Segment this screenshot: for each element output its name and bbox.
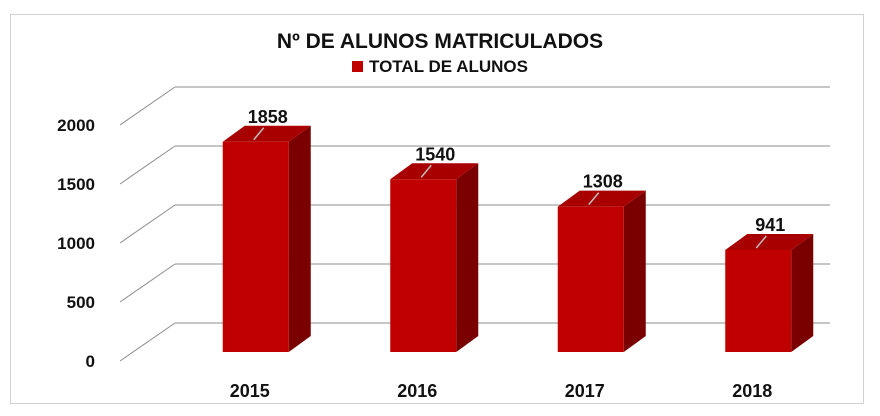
data-label-leader xyxy=(253,127,265,141)
bar-side xyxy=(456,163,479,352)
y-tick-label: 2000 xyxy=(57,116,95,135)
x-tick-label: 2015 xyxy=(230,381,270,401)
data-label: 1308 xyxy=(583,172,623,192)
y-tick-label: 500 xyxy=(67,293,95,312)
data-label-leader xyxy=(420,164,432,178)
data-label: 1540 xyxy=(415,144,455,164)
data-label: 941 xyxy=(755,215,785,235)
gridline-diagonal xyxy=(119,145,176,185)
bar-top xyxy=(390,163,479,180)
legend-swatch xyxy=(352,61,363,72)
y-tick-label: 1000 xyxy=(57,234,95,253)
data-label: 1858 xyxy=(248,107,288,127)
y-axis: 0 500 1000 1500 2000 xyxy=(57,116,95,371)
bar-2015: 1858 xyxy=(222,107,311,352)
gridline-diagonal xyxy=(119,86,176,126)
bar-side xyxy=(623,190,646,352)
x-tick-label: 2017 xyxy=(565,381,605,401)
bar-side xyxy=(791,233,814,352)
chart-title: Nº DE ALUNOS MATRICULADOS xyxy=(276,30,604,53)
data-label-leader xyxy=(755,235,767,249)
legend-label: TOTAL DE ALUNOS xyxy=(369,57,528,76)
bar-2017: 1308 xyxy=(557,172,646,352)
data-label-leader xyxy=(588,192,600,206)
bar xyxy=(222,141,289,352)
bar-2016: 1540 xyxy=(390,144,479,352)
gridline-diagonal xyxy=(119,322,176,362)
bars: 1858 1540 1308 941 xyxy=(222,107,814,352)
legend: TOTAL DE ALUNOS xyxy=(0,57,880,77)
y-tick-label: 0 xyxy=(86,352,95,371)
bar xyxy=(390,179,457,352)
gridline-diagonal xyxy=(119,204,176,244)
x-axis: 2015 2016 2017 2018 xyxy=(230,381,773,401)
x-tick-label: 2018 xyxy=(732,381,772,401)
x-tick-label: 2016 xyxy=(397,381,437,401)
bar-side xyxy=(288,125,311,352)
bar xyxy=(725,249,792,352)
bar-2018: 941 xyxy=(725,215,814,352)
bar-top xyxy=(557,190,646,207)
y-tick-label: 1500 xyxy=(57,175,95,194)
bar-top xyxy=(222,125,311,142)
bar xyxy=(557,206,624,352)
gridline-diagonal xyxy=(119,263,176,303)
bar-top xyxy=(725,233,814,250)
